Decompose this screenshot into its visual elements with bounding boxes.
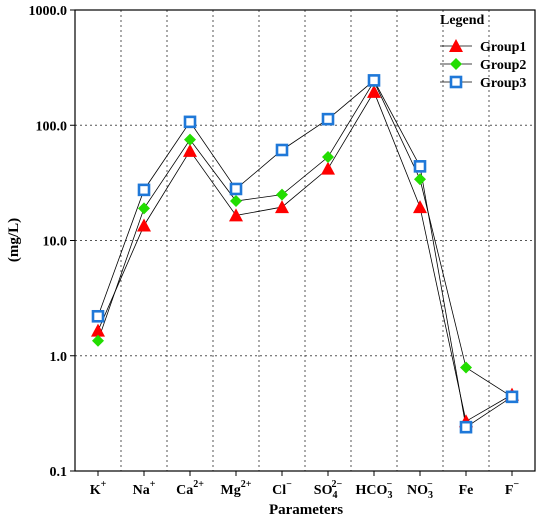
- legend-label: Group3: [480, 76, 526, 91]
- x-tick-label: Na+: [133, 479, 156, 498]
- series-group: [91, 74, 519, 434]
- grid: [75, 10, 535, 471]
- data-point: [322, 151, 334, 164]
- data-point: [367, 84, 381, 98]
- data-point: [275, 200, 289, 214]
- markers-group3: [91, 74, 519, 434]
- data-point: [413, 160, 427, 173]
- data-point: [91, 309, 105, 323]
- x-tick-label: HCO3−: [356, 479, 393, 501]
- data-point: [92, 334, 104, 347]
- markers-group2: [92, 75, 518, 403]
- data-point: [321, 161, 335, 175]
- data-point: [460, 361, 472, 374]
- data-point: [183, 143, 197, 157]
- data-point: [367, 74, 381, 87]
- y-tick-label: 1.0: [50, 350, 68, 365]
- data-point: [459, 420, 473, 434]
- legend-label: Group1: [480, 40, 526, 55]
- data-point: [137, 183, 151, 197]
- series-line: [97, 79, 513, 428]
- legend-title: Legend: [440, 13, 485, 28]
- x-tick-label: K+: [90, 479, 107, 498]
- y-tick-label: 100.0: [36, 119, 68, 134]
- data-point: [413, 200, 427, 214]
- data-point: [137, 218, 151, 232]
- series-line: [97, 90, 513, 422]
- y-tick-label: 0.1: [50, 465, 68, 480]
- x-tick-label: Mg2+: [221, 479, 252, 498]
- x-axis-label: Parameters: [269, 502, 343, 518]
- series-line: [97, 80, 513, 398]
- legend: Legend Group1 Group2 Group3: [440, 13, 526, 91]
- data-point: [275, 143, 289, 157]
- x-tick-label: NO3−: [407, 479, 433, 501]
- y-tick-label: 10.0: [43, 235, 68, 250]
- x-tick-label: Fe: [459, 483, 474, 498]
- data-point: [229, 182, 243, 196]
- x-tick-label: SO42−: [314, 479, 343, 501]
- series-group1: [97, 90, 513, 422]
- series-group2: [97, 80, 513, 398]
- x-axis-ticks: K+ Na+ Ca2+ Mg2+ Cl− SO42− HCO3− NO3− Fe F−: [90, 471, 520, 501]
- data-point: [276, 188, 288, 201]
- data-point: [183, 115, 197, 129]
- legend-label: Group2: [480, 58, 526, 73]
- data-point: [321, 112, 335, 126]
- x-tick-label: Cl−: [272, 479, 292, 498]
- legend-item: Group3: [440, 75, 526, 91]
- y-axis-label: (mg/L): [6, 218, 22, 262]
- data-point: [91, 323, 105, 337]
- data-point: [414, 173, 426, 186]
- x-tick-label: F−: [505, 479, 520, 498]
- data-point: [230, 195, 242, 208]
- y-axis-ticks: 0.1 1.0 10.0 100.0 1000.0: [29, 4, 75, 480]
- legend-item: Group1: [440, 39, 526, 55]
- series-group3: [97, 79, 513, 428]
- legend-marker: [449, 75, 463, 89]
- data-point: [138, 202, 150, 215]
- x-tick-label: Ca2+: [176, 479, 204, 498]
- data-point: [229, 208, 243, 222]
- y-tick-label: 1000.0: [29, 4, 68, 19]
- legend-marker: [450, 58, 462, 70]
- data-point: [505, 390, 519, 404]
- legend-marker: [449, 39, 463, 52]
- legend-item: Group2: [440, 58, 526, 73]
- data-point: [184, 133, 196, 146]
